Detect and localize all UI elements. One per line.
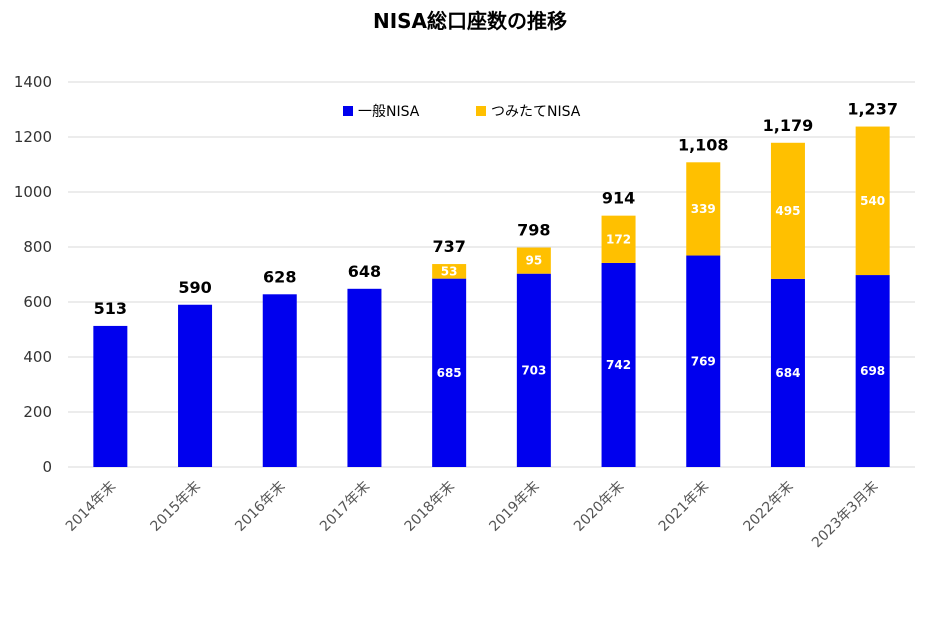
total-label: 628: [263, 267, 296, 286]
total-label: 1,179: [763, 116, 814, 135]
segment-label-ippan: 685: [437, 366, 462, 380]
y-tick-label: 800: [23, 238, 52, 256]
total-label: 513: [94, 299, 127, 318]
y-tick-label: 600: [23, 293, 52, 311]
y-tick-label: 1200: [14, 128, 52, 146]
y-tick-label: 1000: [14, 183, 52, 201]
bar-ippan: [432, 278, 467, 467]
total-label: 1,108: [678, 135, 729, 154]
legend-swatch-tsumitate: [476, 106, 486, 116]
legend-swatch-ippan: [343, 106, 353, 116]
chart-title: NISA総口座数の推移: [373, 9, 567, 33]
bar-ippan: [770, 278, 805, 467]
bar-ippan: [262, 294, 297, 467]
bar-tsumitate: [432, 264, 467, 279]
bar-tsumitate: [855, 126, 890, 276]
total-label: 737: [432, 237, 465, 256]
y-tick-label: 400: [23, 348, 52, 366]
total-label: 914: [602, 189, 635, 208]
x-tick-label: 2015年末: [148, 479, 204, 535]
segment-label-tsumitate: 53: [441, 264, 458, 278]
y-tick-label: 200: [23, 403, 52, 421]
bar-ippan: [601, 262, 636, 467]
total-label: 590: [178, 278, 211, 297]
segment-label-tsumitate: 339: [691, 202, 716, 216]
x-tick-label: 2023年3月末: [809, 479, 882, 552]
segment-label-ippan: 742: [606, 358, 631, 372]
segment-label-ippan: 684: [775, 366, 800, 380]
y-axis: 0 200 400 600 800 1000 1200 1400: [14, 73, 52, 476]
legend-label-ippan: 一般NISA: [358, 104, 420, 120]
legend: 一般NISA つみたてNISA: [343, 104, 581, 120]
bar-tsumitate: [516, 247, 551, 274]
x-tick-label: 2017年末: [317, 479, 373, 535]
y-tick-label: 0: [42, 458, 52, 476]
segment-label-ippan: 698: [860, 364, 885, 378]
bar-ippan: [93, 325, 128, 467]
bar-ippan: [855, 275, 890, 467]
bar-ippan: [178, 304, 213, 467]
total-label: 1,237: [847, 100, 898, 119]
bar-tsumitate: [686, 162, 721, 256]
bar-ippan: [686, 255, 721, 467]
segment-label-tsumitate: 172: [606, 232, 631, 246]
bar-ippan: [347, 288, 382, 467]
bar-tsumitate: [601, 215, 636, 263]
x-tick-label: 2016年末: [232, 479, 288, 535]
bars: 513 590 628 648 685 53 737 703 95 798 742 172 914 769…: [93, 100, 898, 467]
x-tick-label: 2019年末: [486, 479, 542, 535]
x-axis: 2014年末 2015年末 2016年末 2017年末 2018年末 2019年末 2020…: [63, 479, 882, 552]
y-tick-label: 1400: [14, 73, 52, 91]
segment-label-ippan: 703: [521, 363, 546, 377]
x-tick-label: 2022年末: [740, 479, 796, 535]
segment-label-tsumitate: 95: [525, 254, 542, 268]
segment-label-ippan: 769: [691, 354, 716, 368]
bar-ippan: [516, 273, 551, 467]
bar-tsumitate: [770, 142, 805, 279]
total-label: 648: [348, 262, 381, 281]
total-label: 798: [517, 221, 550, 240]
x-tick-label: 2021年末: [656, 479, 712, 535]
legend-label-tsumitate: つみたてNISA: [491, 104, 581, 120]
x-tick-label: 2020年末: [571, 479, 627, 535]
segment-label-tsumitate: 540: [860, 194, 885, 208]
segment-label-tsumitate: 495: [775, 204, 800, 218]
x-tick-label: 2014年末: [63, 479, 119, 535]
x-tick-label: 2018年末: [402, 479, 458, 535]
